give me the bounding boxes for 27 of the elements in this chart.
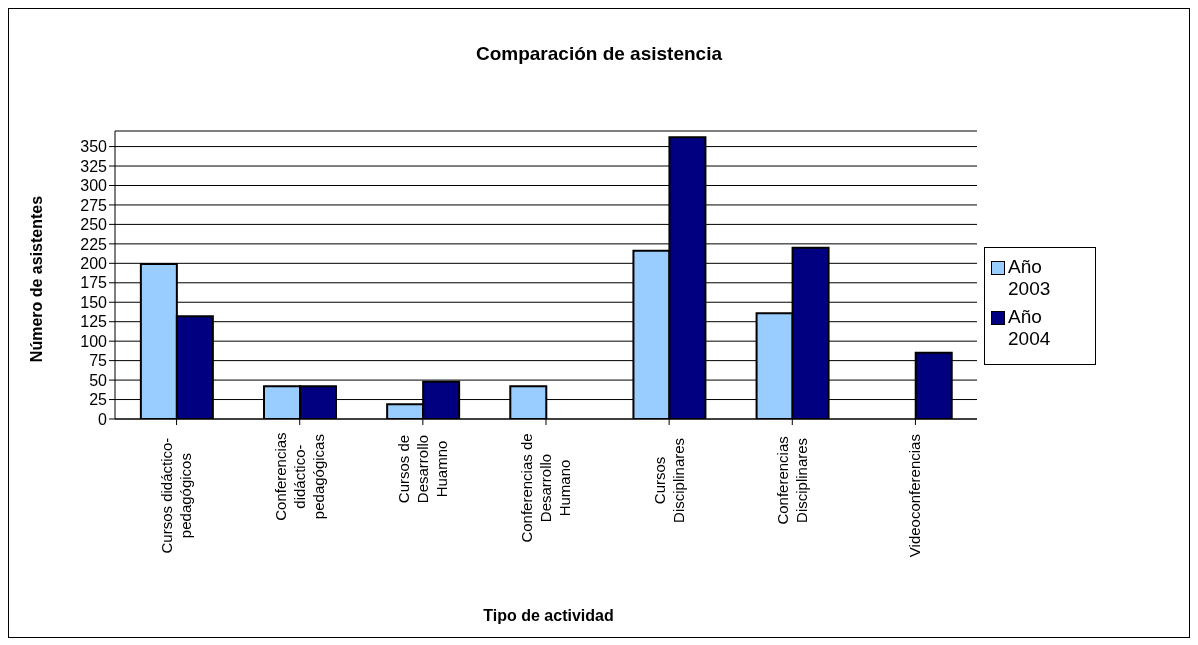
y-tick-label: 0	[98, 410, 108, 428]
y-tick-label: 275	[80, 196, 108, 214]
x-tick-label: Videoconferencias	[906, 434, 924, 558]
legend-label: Año 2003	[1008, 256, 1052, 300]
x-tick-label: Conferencias Disciplinares	[773, 436, 810, 525]
legend-label: Año 2004	[1008, 306, 1052, 350]
chart-title: Comparación de asistencia	[474, 43, 723, 65]
y-tick-label: 325	[80, 157, 108, 175]
x-axis-title: Tipo de actividad	[482, 607, 615, 625]
y-tick-label: 25	[89, 391, 108, 409]
y-tick-label: 250	[80, 216, 108, 234]
x-tick-label: Cursos Disciplinares	[650, 437, 687, 523]
y-tick-label: 225	[80, 235, 108, 253]
y-tick-label: 150	[80, 293, 108, 311]
y-axis-title: Número de asistentes	[28, 195, 46, 363]
y-tick-label: 300	[80, 177, 108, 195]
y-tick-label: 75	[89, 352, 108, 370]
y-tick-label: 200	[80, 255, 108, 272]
x-tick-label: Cursos didáctico- pedagógicos	[158, 437, 195, 554]
x-tick-label: Cursos de Desarrollo Huamno	[394, 434, 450, 504]
y-tick-label: 100	[80, 332, 108, 350]
x-tick-label: Conferencias de Desarrollo Humano	[518, 433, 573, 543]
x-tick-label: Conferencias didáctico- pedagógicas	[271, 432, 327, 521]
y-tick-label: 125	[80, 313, 108, 331]
y-tick-label: 175	[80, 274, 108, 292]
y-tick-label: 50	[89, 371, 108, 389]
y-tick-label: 350	[80, 138, 108, 156]
